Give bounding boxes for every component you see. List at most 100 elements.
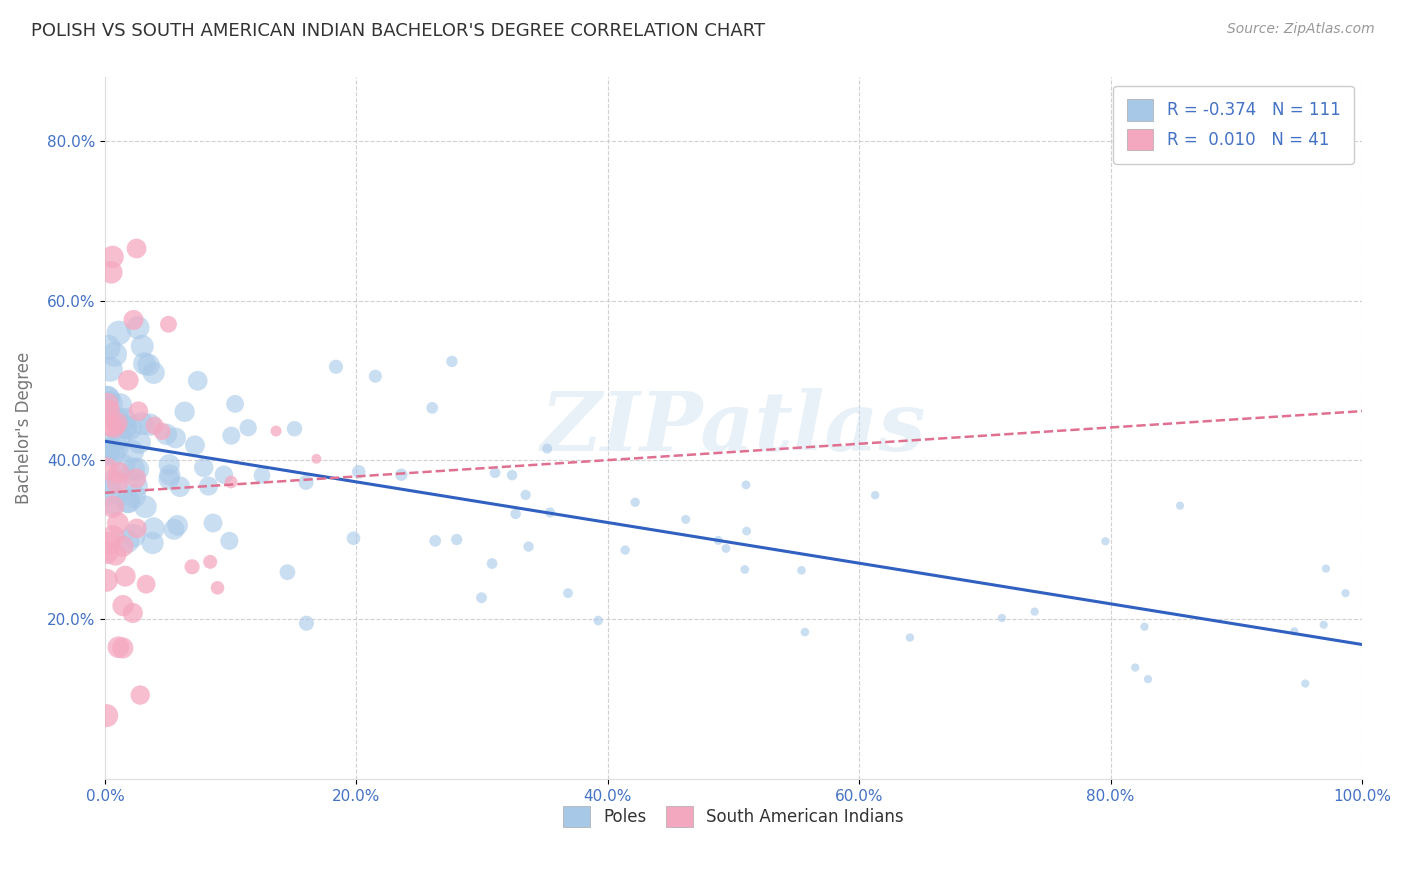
Point [120, 421, 142, 435]
Point [111, 599, 134, 613]
Point [364, 369, 387, 384]
Point [1136, 672, 1159, 686]
Point [96, 392, 118, 406]
Point [104, 347, 127, 361]
Point [295, 616, 318, 631]
Point [863, 488, 886, 502]
Point [295, 475, 318, 490]
Text: Source: ZipAtlas.com: Source: ZipAtlas.com [1227, 22, 1375, 37]
Point [121, 606, 143, 620]
Point [219, 475, 242, 489]
Point [97, 392, 120, 406]
Point [135, 577, 157, 591]
Point [107, 516, 129, 530]
Point [98, 536, 121, 550]
Point [1294, 676, 1316, 690]
Point [624, 495, 647, 509]
Point [735, 478, 758, 492]
Point [114, 420, 136, 434]
Point [96, 397, 118, 411]
Point [101, 448, 124, 462]
Point [114, 569, 136, 583]
Point [224, 397, 246, 411]
Point [1024, 605, 1046, 619]
Point [124, 489, 146, 503]
Legend: Poles, South American Indians: Poles, South American Indians [557, 799, 911, 834]
Point [127, 320, 149, 334]
Point [184, 438, 207, 452]
Point [446, 533, 468, 547]
Point [96, 545, 118, 559]
Point [440, 354, 463, 368]
Point [586, 614, 609, 628]
Point [96, 462, 118, 476]
Point [128, 435, 150, 450]
Point [159, 467, 181, 482]
Point [117, 494, 139, 508]
Point [142, 536, 165, 550]
Point [139, 417, 162, 432]
Point [155, 427, 177, 442]
Point [197, 479, 219, 493]
Point [104, 548, 127, 562]
Point [112, 458, 135, 473]
Point [101, 250, 124, 264]
Point [117, 534, 139, 549]
Point [538, 505, 561, 519]
Point [105, 440, 128, 454]
Point [517, 540, 540, 554]
Point [614, 543, 637, 558]
Point [305, 451, 328, 466]
Point [121, 444, 143, 458]
Point [420, 401, 443, 415]
Point [96, 443, 118, 458]
Point [163, 522, 186, 536]
Point [101, 529, 124, 543]
Point [236, 421, 259, 435]
Point [117, 373, 139, 387]
Point [735, 524, 758, 538]
Point [675, 512, 697, 526]
Point [107, 475, 129, 490]
Point [117, 494, 139, 508]
Point [218, 533, 240, 548]
Point [187, 374, 209, 388]
Point [107, 640, 129, 655]
Point [1334, 586, 1357, 600]
Point [212, 467, 235, 482]
Point [127, 462, 149, 476]
Point [122, 462, 145, 476]
Point [181, 559, 204, 574]
Point [97, 485, 120, 500]
Point [98, 396, 121, 410]
Point [481, 557, 503, 571]
Point [991, 611, 1014, 625]
Point [150, 425, 173, 439]
Point [173, 405, 195, 419]
Point [96, 708, 118, 723]
Point [166, 518, 188, 533]
Point [347, 465, 370, 479]
Point [122, 313, 145, 327]
Point [515, 488, 537, 502]
Point [96, 574, 118, 588]
Point [1168, 499, 1191, 513]
Point [264, 424, 287, 438]
Point [389, 467, 412, 482]
Point [536, 442, 558, 456]
Point [127, 404, 149, 418]
Point [103, 475, 125, 489]
Point [97, 404, 120, 418]
Point [107, 466, 129, 480]
Point [1284, 624, 1306, 639]
Point [108, 398, 131, 412]
Point [505, 507, 527, 521]
Point [100, 265, 122, 279]
Point [207, 581, 229, 595]
Point [142, 366, 165, 380]
Point [131, 339, 153, 353]
Point [101, 500, 124, 514]
Point [129, 688, 152, 702]
Point [1133, 620, 1156, 634]
Point [342, 531, 364, 545]
